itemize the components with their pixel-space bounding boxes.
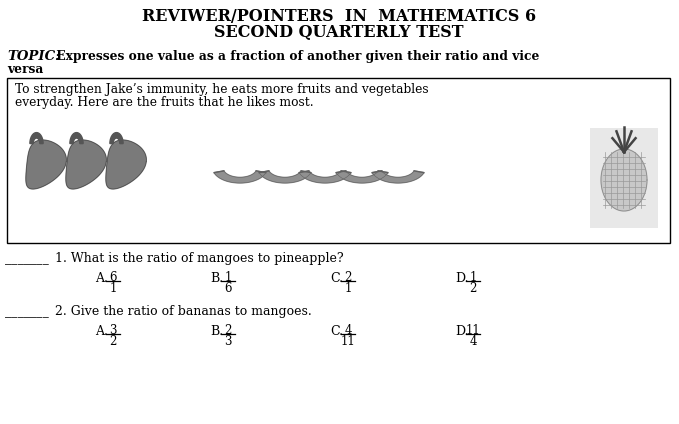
Text: 2: 2 xyxy=(344,271,352,284)
Text: 2: 2 xyxy=(469,282,477,295)
Polygon shape xyxy=(70,133,83,144)
FancyBboxPatch shape xyxy=(590,128,658,228)
Text: 2: 2 xyxy=(224,324,232,337)
Polygon shape xyxy=(106,140,146,189)
Text: To strengthen Jake’s immunity, he eats more fruits and vegetables: To strengthen Jake’s immunity, he eats m… xyxy=(15,83,428,96)
Text: 1: 1 xyxy=(344,282,352,295)
Text: 1: 1 xyxy=(469,271,477,284)
Polygon shape xyxy=(30,133,43,144)
Polygon shape xyxy=(66,140,107,189)
Text: _______: _______ xyxy=(5,305,49,318)
Text: 4: 4 xyxy=(344,324,352,337)
Polygon shape xyxy=(601,149,647,211)
Text: 1: 1 xyxy=(224,271,232,284)
Text: 4: 4 xyxy=(469,335,477,348)
FancyBboxPatch shape xyxy=(7,78,670,243)
Text: versa: versa xyxy=(7,63,43,76)
Polygon shape xyxy=(336,171,388,183)
Text: 1. What is the ratio of mangoes to pineapple?: 1. What is the ratio of mangoes to pinea… xyxy=(55,252,344,265)
Text: 2: 2 xyxy=(109,335,117,348)
Text: 11: 11 xyxy=(466,324,480,337)
Polygon shape xyxy=(259,171,311,183)
Text: 2. Give the ratio of bananas to mangoes.: 2. Give the ratio of bananas to mangoes. xyxy=(55,305,312,318)
Text: _______: _______ xyxy=(5,252,49,265)
Polygon shape xyxy=(110,133,123,144)
Text: 1: 1 xyxy=(109,282,117,295)
Text: B.: B. xyxy=(210,272,223,285)
Text: REVIWER/POINTERS  IN  MATHEMATICS 6: REVIWER/POINTERS IN MATHEMATICS 6 xyxy=(142,8,536,25)
Text: A.: A. xyxy=(95,272,108,285)
Text: 11: 11 xyxy=(341,335,355,348)
Text: 3: 3 xyxy=(224,335,232,348)
Text: 3: 3 xyxy=(109,324,117,337)
Text: everyday. Here are the fruits that he likes most.: everyday. Here are the fruits that he li… xyxy=(15,96,314,109)
Text: 6: 6 xyxy=(224,282,232,295)
Polygon shape xyxy=(214,171,266,183)
Polygon shape xyxy=(26,140,67,189)
Text: B.: B. xyxy=(210,325,223,338)
Text: Expresses one value as a fraction of another given their ratio and vice: Expresses one value as a fraction of ano… xyxy=(52,50,539,63)
Text: 6: 6 xyxy=(109,271,117,284)
Text: A.: A. xyxy=(95,325,108,338)
Text: C.: C. xyxy=(330,325,343,338)
Polygon shape xyxy=(372,171,424,183)
Text: TOPIC:: TOPIC: xyxy=(7,50,60,63)
Polygon shape xyxy=(299,171,351,183)
Text: D.: D. xyxy=(455,272,469,285)
Text: D.: D. xyxy=(455,325,469,338)
Text: SECOND QUARTERLY TEST: SECOND QUARTERLY TEST xyxy=(215,24,464,41)
Text: C.: C. xyxy=(330,272,343,285)
